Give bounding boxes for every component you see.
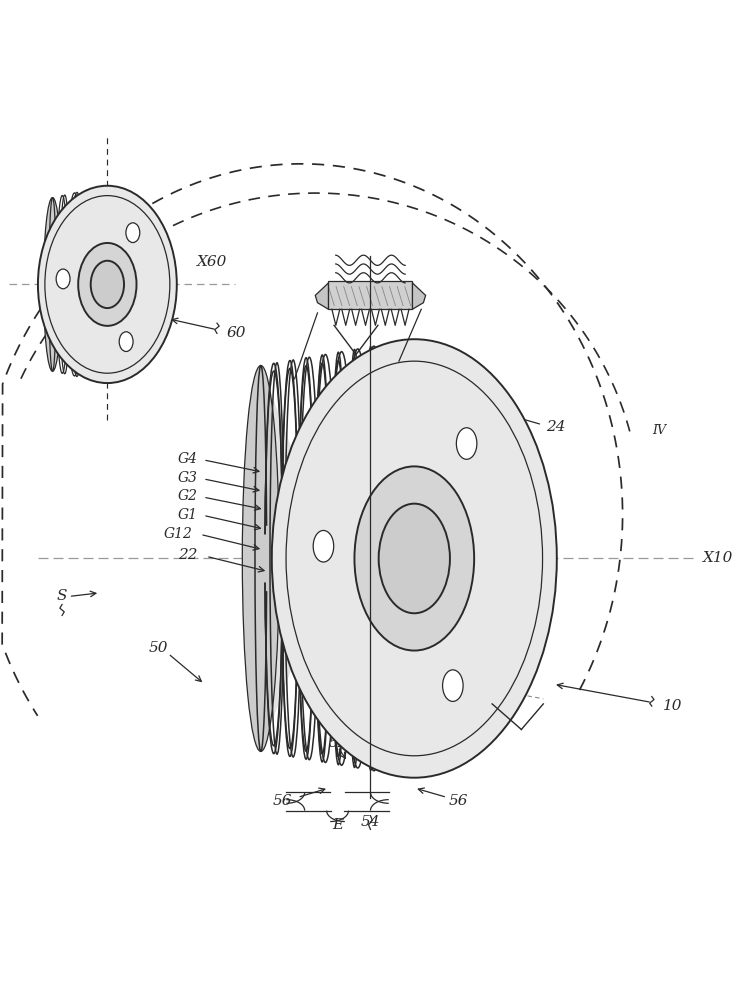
Ellipse shape — [119, 332, 133, 352]
Ellipse shape — [56, 269, 70, 289]
Polygon shape — [242, 339, 556, 778]
Text: 50: 50 — [149, 641, 168, 655]
Text: G3: G3 — [177, 471, 197, 485]
Ellipse shape — [90, 261, 124, 308]
Ellipse shape — [354, 466, 474, 651]
Text: E: E — [332, 818, 343, 832]
Text: G4: G4 — [177, 452, 197, 466]
Text: 24: 24 — [546, 420, 565, 434]
Text: 10: 10 — [662, 699, 682, 713]
Ellipse shape — [79, 243, 136, 326]
Text: 60: 60 — [227, 326, 246, 340]
Text: X10: X10 — [703, 551, 734, 565]
Text: 56: 56 — [273, 794, 293, 808]
Ellipse shape — [272, 339, 556, 778]
Ellipse shape — [38, 186, 177, 383]
Polygon shape — [413, 283, 425, 309]
Ellipse shape — [313, 530, 333, 562]
Text: G12: G12 — [164, 527, 193, 541]
Text: G1: G1 — [177, 508, 197, 522]
Ellipse shape — [456, 428, 477, 459]
Polygon shape — [315, 283, 328, 309]
Ellipse shape — [442, 670, 463, 701]
Text: X60: X60 — [197, 255, 227, 269]
Ellipse shape — [44, 198, 62, 371]
Text: 56: 56 — [448, 794, 468, 808]
Ellipse shape — [126, 223, 140, 243]
Text: IV: IV — [652, 424, 666, 437]
Bar — [328, 281, 413, 309]
Ellipse shape — [379, 504, 450, 613]
Text: S: S — [57, 589, 67, 603]
Text: 54: 54 — [361, 815, 380, 829]
Text: IV: IV — [388, 716, 402, 729]
Polygon shape — [44, 186, 177, 383]
Ellipse shape — [242, 366, 279, 751]
Text: 22: 22 — [178, 548, 197, 562]
Text: G2: G2 — [177, 489, 197, 503]
Text: 52: 52 — [329, 736, 348, 750]
